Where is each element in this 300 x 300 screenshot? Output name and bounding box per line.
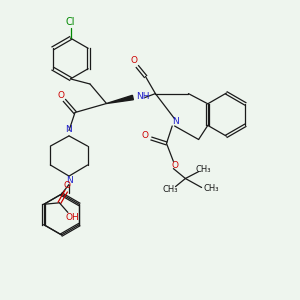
Text: OH: OH xyxy=(65,213,79,222)
Polygon shape xyxy=(106,95,134,104)
Text: O: O xyxy=(171,160,178,169)
Text: N: N xyxy=(172,117,178,126)
Text: N: N xyxy=(66,176,73,185)
Text: CH₃: CH₃ xyxy=(163,185,178,194)
Text: O: O xyxy=(57,91,64,100)
Text: CH₃: CH₃ xyxy=(196,165,211,174)
Text: O: O xyxy=(131,56,138,65)
Text: N: N xyxy=(65,124,72,134)
Text: Cl: Cl xyxy=(65,16,75,27)
Text: O: O xyxy=(63,182,70,190)
Text: NH: NH xyxy=(136,92,149,101)
Text: CH₃: CH₃ xyxy=(204,184,219,193)
Text: O: O xyxy=(142,131,149,140)
